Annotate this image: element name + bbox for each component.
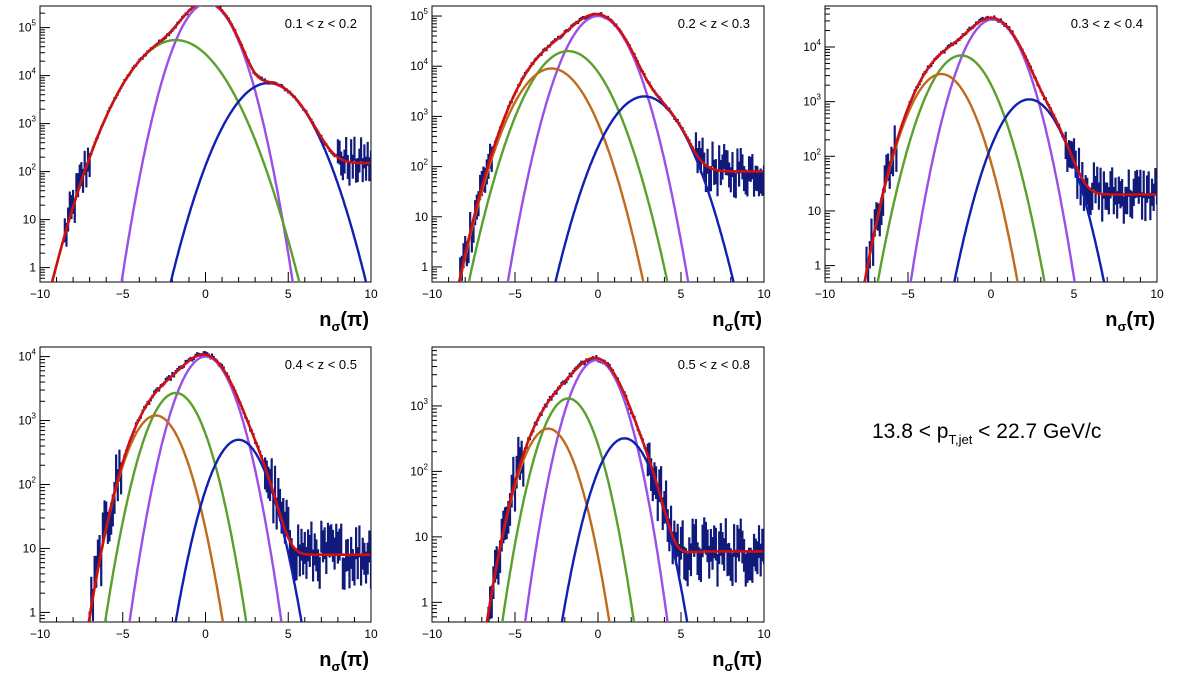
y-tick-label: 103 — [410, 397, 428, 413]
electron-fit-curve — [554, 95, 735, 282]
panel-2: −10 −5 0 5 10 1 10 102 103 104 105 0.2 < z < 0.3 nσ(… — [410, 5, 771, 334]
y-tick-label: 103 — [803, 93, 821, 109]
pion-fit-curve — [909, 18, 1076, 282]
x-axis-title: nσ(π) — [319, 309, 369, 334]
x-tick-label: 5 — [285, 627, 292, 641]
electron-fit-curve — [174, 438, 303, 622]
kaon-fit-curve — [501, 397, 636, 622]
pion-fit-curve — [523, 359, 669, 622]
y-tick-label: 104 — [18, 67, 36, 83]
note-prefix: 13.8 < p — [872, 420, 949, 443]
note-suffix: < 22.7 GeV/c — [972, 420, 1102, 443]
x-tick-label: 10 — [757, 287, 771, 301]
y-tick-label: 102 — [18, 163, 36, 179]
x-tick-label: 10 — [757, 627, 771, 641]
pion-fit-curve — [128, 355, 283, 622]
z-range-label: 0.3 < z < 0.4 — [1071, 16, 1143, 31]
y-tick-label: 10 — [415, 210, 429, 224]
y-tick-label: 1 — [421, 595, 428, 609]
panel-4: −10 −5 0 5 10 1 10 102 103 104 0.4 < z < 0.5 nσ(π) — [18, 346, 378, 674]
y-tick-label: 10 — [415, 530, 429, 544]
x-tick-label: 0 — [202, 627, 209, 641]
z-range-label: 0.1 < z < 0.2 — [285, 16, 357, 31]
x-tick-label: 0 — [595, 287, 602, 301]
x-axis-title: nσ(π) — [1105, 309, 1155, 334]
x-tick-label: −10 — [30, 287, 51, 301]
data-points — [63, 6, 371, 247]
total-fit-curve — [87, 353, 371, 622]
y-tick-label: 104 — [18, 348, 36, 364]
kaon-fit-curve — [876, 54, 1046, 282]
x-tick-label: −5 — [116, 627, 130, 641]
kaon-fit-curve — [467, 49, 669, 282]
x-axis-title: nσ(π) — [319, 649, 369, 674]
data-points — [459, 12, 764, 282]
plot-frame — [431, 346, 765, 623]
x-tick-label: 10 — [364, 627, 378, 641]
x-tick-label: −5 — [116, 287, 130, 301]
z-range-label: 0.2 < z < 0.3 — [678, 16, 750, 31]
electron-fit-curve — [169, 81, 368, 282]
pion-fit-curve — [120, 6, 294, 282]
kaon-fit-curve — [103, 391, 248, 622]
y-tick-label: 1 — [814, 259, 821, 273]
y-tick-label: 102 — [410, 462, 428, 478]
y-tick-label: 105 — [410, 7, 428, 23]
x-tick-label: 5 — [678, 627, 685, 641]
y-tick-label: 102 — [18, 476, 36, 492]
electron-fit-curve — [953, 98, 1106, 282]
panel-1: −10 −5 0 5 10 1 10 102 103 104 105 0.1 < z < 0.2 nσ(… — [18, 5, 378, 334]
total-fit-curve — [863, 16, 1157, 282]
x-tick-label: −5 — [901, 287, 915, 301]
x-tick-label: −10 — [815, 287, 836, 301]
y-tick-label: 104 — [803, 38, 821, 54]
x-tick-label: 10 — [1150, 287, 1164, 301]
total-fit-curve — [50, 6, 371, 282]
y-tick-label: 103 — [18, 115, 36, 131]
y-tick-label: 10 — [808, 204, 822, 218]
plot-frame — [431, 5, 765, 283]
x-tick-label: −10 — [30, 627, 51, 641]
z-range-label: 0.5 < z < 0.8 — [678, 357, 750, 372]
x-tick-label: −10 — [422, 287, 443, 301]
x-tick-label: 5 — [1071, 287, 1078, 301]
y-tick-label: 1 — [29, 605, 36, 619]
x-tick-label: 10 — [364, 287, 378, 301]
x-tick-label: −5 — [508, 627, 522, 641]
y-tick-label: 104 — [410, 57, 428, 73]
y-tick-label: 10 — [23, 541, 37, 555]
pion-fit-curve — [506, 14, 690, 282]
plot-frame — [39, 346, 372, 623]
y-tick-label: 103 — [410, 107, 428, 123]
kinematic-range-note: 13.8 < pT,jet < 22.7 GeV/c — [872, 420, 1101, 447]
y-tick-label: 105 — [18, 19, 36, 35]
y-tick-label: 10 — [23, 213, 37, 227]
x-tick-label: 0 — [595, 627, 602, 641]
y-tick-label: 1 — [421, 260, 428, 274]
z-range-label: 0.4 < z < 0.5 — [285, 357, 357, 372]
x-axis-title: nσ(π) — [712, 309, 762, 334]
x-tick-label: −5 — [508, 287, 522, 301]
note-subscript: T,jet — [948, 432, 973, 447]
y-tick-label: 1 — [29, 261, 36, 275]
total-fit-curve — [457, 12, 764, 282]
y-tick-label: 103 — [18, 412, 36, 428]
y-tick-label: 102 — [410, 158, 428, 174]
x-tick-label: 0 — [202, 287, 209, 301]
electron-fit-curve — [560, 437, 689, 622]
panel-5: −10 −5 0 5 10 1 10 102 103 0.5 < z < 0.8 nσ(π) — [410, 346, 771, 674]
x-tick-label: 5 — [678, 287, 685, 301]
y-tick-label: 102 — [803, 147, 821, 163]
x-axis-title: nσ(π) — [712, 649, 762, 674]
x-tick-label: 5 — [285, 287, 292, 301]
panel-3: −10 −5 0 5 10 1 10 102 103 104 0.3 < z < 0.4 nσ(π) — [803, 5, 1164, 334]
x-tick-label: −10 — [422, 627, 443, 641]
proton-fit-curve — [458, 67, 645, 282]
total-fit-curve — [485, 356, 764, 622]
x-tick-label: 0 — [988, 287, 995, 301]
